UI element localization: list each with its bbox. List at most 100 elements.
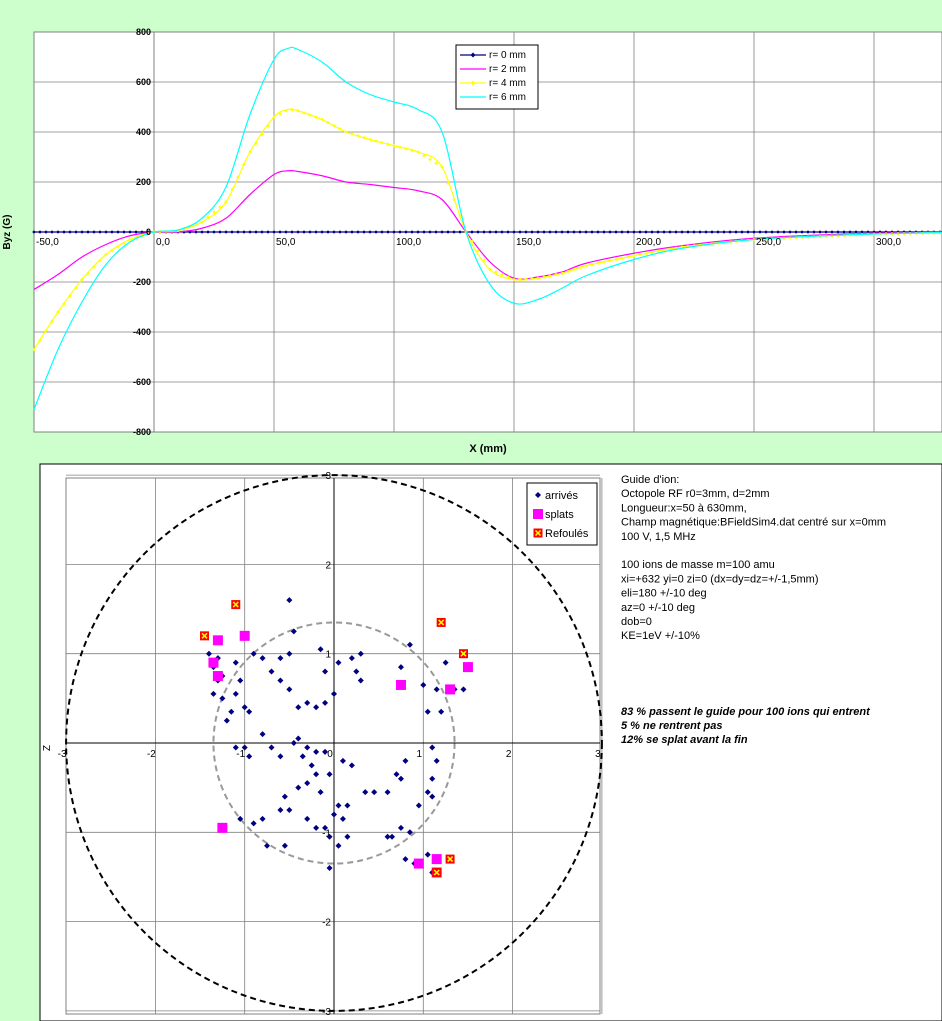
scatter-point xyxy=(344,833,351,840)
field-series-point xyxy=(560,230,564,234)
field-series-point xyxy=(608,258,612,263)
scatter-point xyxy=(277,655,284,662)
scatter-point xyxy=(295,704,302,711)
field-series-point xyxy=(590,230,594,234)
field-series-point xyxy=(632,230,636,234)
scatter-point xyxy=(304,780,311,787)
field-series-point xyxy=(806,230,810,234)
scatter-point xyxy=(429,793,436,800)
field-series-point xyxy=(62,302,66,306)
scatter-point xyxy=(286,597,293,604)
scatter-point xyxy=(397,824,404,831)
scatter-note-line: eli=180 +/-10 deg xyxy=(621,588,707,600)
scatter-note-line: dob=0 xyxy=(621,616,652,628)
field-series-point xyxy=(512,230,516,234)
field-series-point xyxy=(536,276,540,281)
field-series-point xyxy=(56,310,60,314)
field-series-point xyxy=(758,230,762,234)
scatter-point xyxy=(313,771,320,778)
field-series-point xyxy=(260,230,264,234)
field-series-point xyxy=(50,230,54,234)
scatter-point xyxy=(277,753,284,760)
field-series-point xyxy=(104,252,108,257)
scatter-point xyxy=(335,842,342,849)
field-y-tick-label: 0 xyxy=(146,227,151,237)
scatter-point xyxy=(436,617,446,627)
field-series-point xyxy=(80,277,84,282)
scatter-result-line: 12% se splat avant la fin xyxy=(621,734,748,746)
scatter-legend-marker xyxy=(533,528,543,538)
field-series-point xyxy=(716,230,720,234)
field-grid xyxy=(34,31,942,433)
scatter-y-tick-label: 3 xyxy=(325,471,331,482)
field-series-point xyxy=(476,230,480,234)
scatter-point xyxy=(246,753,253,760)
field-series-point xyxy=(266,230,270,234)
field-series-point xyxy=(854,230,858,234)
field-series-point xyxy=(506,230,510,234)
field-series-point xyxy=(560,271,564,276)
field-series-point xyxy=(98,230,102,234)
scatter-note-line: az=0 +/-10 deg xyxy=(621,602,695,614)
scatter-point xyxy=(232,659,239,666)
field-series-point xyxy=(350,132,354,136)
field-series-point xyxy=(428,157,432,162)
scatter-point xyxy=(348,762,355,769)
scatter-point xyxy=(241,744,248,751)
field-series-point xyxy=(524,277,528,281)
field-series-point xyxy=(650,250,654,255)
field-x-tick-label: 100,0 xyxy=(396,237,421,248)
field-series-point xyxy=(80,230,84,234)
scatter-note-line: 100 ions de masse m=100 amu xyxy=(621,559,775,571)
scatter-y-tick-label: 1 xyxy=(325,650,331,661)
field-series-point xyxy=(656,249,660,254)
field-legend-marker xyxy=(470,80,476,86)
scatter-point xyxy=(445,684,456,695)
field-legend-label: r= 6 mm xyxy=(489,92,526,103)
field-series-point xyxy=(200,220,204,224)
scatter-point xyxy=(326,771,333,778)
scatter-point xyxy=(445,854,455,864)
field-series-point xyxy=(800,230,804,234)
field-series-point xyxy=(626,255,630,259)
field-series-point xyxy=(596,230,600,234)
field-series-point xyxy=(362,230,366,234)
field-series-point xyxy=(824,230,828,234)
field-series-point xyxy=(398,145,402,150)
field-series-point xyxy=(68,293,72,298)
field-series-point xyxy=(284,108,288,113)
scatter-point xyxy=(313,824,320,831)
field-series-point xyxy=(128,230,132,234)
field-series-point xyxy=(722,230,726,234)
field-series-point xyxy=(362,135,366,140)
field-y-tick-label: -400 xyxy=(133,327,151,337)
scatter-point xyxy=(357,650,364,657)
field-series-point xyxy=(842,230,846,234)
scatter-point xyxy=(420,681,427,688)
field-series-point xyxy=(368,137,372,142)
scatter-x-tick-label: 0 xyxy=(327,749,333,760)
field-series-point xyxy=(740,230,744,234)
field-series-point xyxy=(674,230,678,234)
field-series-point xyxy=(518,230,522,234)
scatter-point xyxy=(286,806,293,813)
field-series-point xyxy=(542,275,546,279)
scatter-point xyxy=(322,699,329,706)
scatter-point xyxy=(460,686,467,693)
field-series-point xyxy=(626,230,630,234)
field-series-point xyxy=(548,273,552,278)
field-series-point xyxy=(50,319,54,324)
field-series-point xyxy=(644,251,648,256)
scatter-point xyxy=(304,699,311,706)
field-series-point xyxy=(440,230,444,234)
field-series-point xyxy=(410,148,414,153)
scatter-point xyxy=(322,824,329,831)
scatter-point xyxy=(259,731,266,738)
field-series-point xyxy=(242,230,246,234)
scatter-point xyxy=(424,708,431,715)
scatter-point xyxy=(268,668,275,675)
scatter-plot-area xyxy=(65,477,601,1015)
scatter-point xyxy=(371,789,378,796)
scatter-y-tick-label: -1 xyxy=(322,828,331,839)
